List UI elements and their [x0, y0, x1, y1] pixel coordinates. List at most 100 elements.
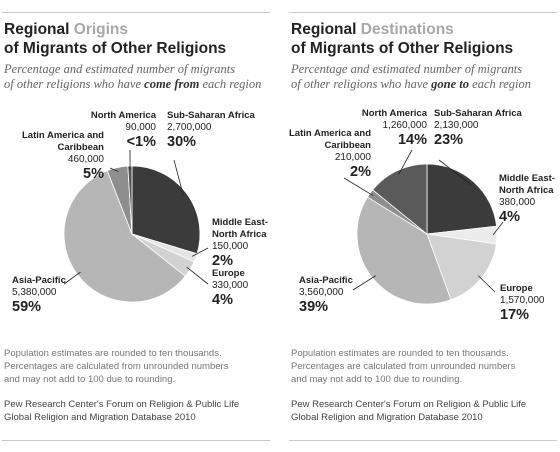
percent-label: 5%: [83, 166, 104, 182]
category-name: Europe: [212, 268, 245, 279]
leader-line: [191, 247, 209, 257]
note-line: Population estimates are rounded to ten …: [4, 348, 222, 359]
pie-slice: [356, 196, 452, 305]
source-line: Global Religion and Migration Database 2…: [4, 412, 196, 423]
bottom-rule: [2, 440, 270, 441]
pie-chart: [343, 149, 504, 305]
percent-label: 59%: [12, 299, 42, 315]
subtitle-emphasis: gone to: [431, 77, 470, 91]
category-name: North America: [90, 110, 156, 121]
subtitle-line: each region: [202, 77, 262, 91]
top-rule: [289, 12, 557, 13]
category-name: Asia-Pacific: [299, 275, 353, 286]
chart-title: Regional Origins of Migrants of Other Rel…: [4, 20, 226, 58]
category-name: Sub-Saharan Africa: [167, 110, 255, 121]
note-line: Percentages are calculated from unrounde…: [4, 361, 229, 372]
percent-label: 2%: [212, 253, 233, 269]
count-label: 1,260,000: [382, 120, 428, 131]
pie-slice: [131, 165, 201, 255]
slice-label: Middle East-North Africa 380,000 4%: [499, 173, 560, 226]
chart-panel: Regional Destinations of Migrants of Othe…: [289, 0, 557, 452]
category-name: Middle East-North Africa: [499, 173, 555, 196]
title-rest: of Migrants of Other Religions: [4, 40, 227, 57]
category-name: Latin America and Caribbean: [289, 128, 372, 151]
pie-slice: [372, 163, 428, 235]
slice-label: Europe 1,570,000 17%: [500, 283, 560, 324]
note-line: and may not add to 100 due to rounding.: [4, 374, 176, 385]
note-line: Percentages are calculated from unrounde…: [291, 361, 516, 372]
category-name: Asia-Pacific: [12, 275, 66, 286]
percent-label: 39%: [299, 299, 329, 315]
chart-panel: Regional Origins of Migrants of Other Rel…: [2, 0, 270, 452]
top-rule: [2, 12, 270, 13]
count-label: 380,000: [499, 197, 536, 208]
count-label: 2,130,000: [434, 120, 479, 131]
title-highlight: Destinations: [360, 21, 454, 38]
count-label: 150,000: [212, 241, 249, 252]
category-name: Europe: [500, 283, 533, 294]
slice-label: Asia-Pacific 5,380,000 59%: [12, 275, 92, 316]
note-line: and may not add to 100 due to rounding.: [291, 374, 463, 385]
leader-line: [492, 221, 504, 236]
slice-label: North America 90,000 <1%: [62, 110, 156, 151]
count-label: 3,560,000: [299, 287, 344, 298]
count-label: 460,000: [67, 154, 104, 165]
source-line: Pew Research Center's Forum on Religion …: [4, 399, 240, 410]
count-label: 1,570,000: [500, 295, 545, 306]
count-label: 90,000: [125, 122, 156, 133]
source-line: Pew Research Center's Forum on Religion …: [291, 399, 527, 410]
leader-line: [352, 275, 376, 291]
chart-title: Regional Destinations of Migrants of Othe…: [291, 20, 513, 58]
percent-label: 2%: [350, 164, 371, 180]
category-name: Latin America and Caribbean: [21, 130, 104, 153]
percent-label: 4%: [499, 209, 520, 225]
percent-label: <1%: [126, 134, 156, 150]
slice-label: Middle East-North Africa 150,000 2%: [212, 217, 274, 270]
pie-chart: [63, 149, 209, 303]
percent-label: 30%: [167, 134, 197, 150]
leader-line: [438, 159, 472, 186]
count-label: 2,700,000: [167, 122, 212, 133]
category-name: North America: [361, 108, 427, 119]
subtitle-line: each region: [472, 77, 532, 91]
title-highlight: Origins: [73, 21, 129, 38]
leader-line: [63, 271, 81, 285]
leader-line: [186, 266, 209, 285]
leader-line: [109, 167, 119, 172]
percent-label: 17%: [500, 307, 530, 323]
bottom-rule: [289, 440, 557, 441]
count-label: 330,000: [212, 280, 249, 291]
slice-label: Latin America and Caribbean 210,000 2%: [289, 128, 371, 181]
count-label: 210,000: [334, 152, 371, 163]
subtitle: Percentage and estimated number of migra…: [291, 62, 531, 92]
subtitle-emphasis: come from: [144, 77, 200, 91]
note-line: Population estimates are rounded to ten …: [291, 348, 509, 359]
category-name: Sub-Saharan Africa: [434, 108, 522, 119]
subtitle-line: of other religions who have: [291, 77, 429, 91]
title-lead: Regional: [4, 21, 70, 38]
title-lead: Regional: [291, 21, 357, 38]
subtitle-line: Percentage and estimated number of migra…: [291, 62, 523, 76]
subtitle: Percentage and estimated number of migra…: [4, 62, 261, 92]
slice-label: Latin America and Caribbean 460,000 5%: [20, 130, 104, 183]
leader-line: [343, 177, 374, 197]
slice-label: Sub-Saharan Africa 2,700,000 30%: [167, 110, 277, 151]
slice-label: Europe 330,000 4%: [212, 268, 272, 309]
leader-line: [173, 159, 184, 197]
source-line: Global Religion and Migration Database 2…: [291, 412, 483, 423]
category-name: Middle East-North Africa: [212, 217, 268, 240]
leader-line: [477, 275, 496, 293]
subtitle-line: Percentage and estimated number of migra…: [4, 62, 236, 76]
count-label: 5,380,000: [12, 287, 57, 298]
slice-label: Asia-Pacific 3,560,000 39%: [299, 275, 379, 316]
percent-label: 14%: [397, 132, 427, 148]
slice-label: Sub-Saharan Africa 2,130,000 23%: [434, 108, 544, 149]
pie-slice: [426, 163, 498, 235]
percent-label: 4%: [212, 292, 233, 308]
slice-label: North America 1,260,000 14%: [349, 108, 427, 149]
leader-line: [398, 149, 413, 175]
title-rest: of Migrants of Other Religions: [291, 40, 514, 57]
subtitle-line: of other religions who have: [4, 77, 142, 91]
percent-label: 23%: [434, 132, 464, 148]
